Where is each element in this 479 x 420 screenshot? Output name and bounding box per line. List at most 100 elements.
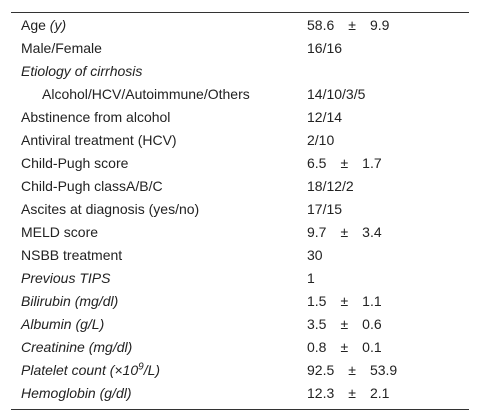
label-text: Age [21,17,46,33]
table-row: Creatinine (mg/dl) 0.8 ±0.1 [11,336,469,359]
row-label: Ascites at diagnosis (yes/no) [21,198,199,221]
value-text: 3.5 [307,316,327,332]
plus-minus: ± [348,17,356,33]
row-label: Child-Pugh classA/B/C [21,175,163,198]
value-text: 12.3 [307,385,335,401]
label-text: NSBB treatment [21,247,123,263]
value-text: 17/15 [307,201,343,217]
table-row: NSBB treatment 30 [11,244,469,267]
row-label: Abstinence from alcohol [21,106,170,129]
table-row: MELD score 9.7 ±3.4 [11,221,469,244]
label-text: Child-Pugh classA/B/C [21,178,163,194]
row-label: Antiviral treatment (HCV) [21,129,177,152]
row-label: Creatinine (mg/dl) [21,336,132,359]
plus-minus: ± [348,362,356,378]
table-row: Male/Female 16/16 [11,37,469,60]
table-row: Alcohol/HCV/Autoimmune/Others 14/10/3/5 [11,83,469,106]
row-value: 12/14 [307,106,342,129]
value-text: 14/10/3/5 [307,86,366,102]
value-text: 0.8 [307,339,327,355]
label-text: Child-Pugh score [21,155,129,171]
value-text: 1.7 [362,155,382,171]
row-value: 18/12/2 [307,175,354,198]
row-label: Age (y) [21,14,66,37]
row-label: Platelet count (×109/L) [21,359,160,382]
label-text: Etiology of cirrhosis [21,63,143,79]
row-label: MELD score [21,221,98,244]
row-label: NSBB treatment [21,244,122,267]
plus-minus: ± [340,339,349,355]
row-value: 92.5 ±53.9 [307,359,397,382]
table-row: Child-Pugh score 6.5 ±1.7 [11,152,469,175]
row-label: Albumin (g/L) [21,313,104,336]
label-text: Ascites at diagnosis (yes/no) [21,201,200,217]
row-label: Child-Pugh score [21,152,128,175]
table-row: Antiviral treatment (HCV) 2/10 [11,129,469,152]
table-row: Abstinence from alcohol 12/14 [11,106,469,129]
plus-minus: ± [348,385,356,401]
value-text: 1 [307,270,315,286]
label-text: Albumin (g/L) [21,316,105,332]
row-value: 14/10/3/5 [307,83,365,106]
value-text: 2/10 [307,132,335,148]
row-label: Hemoglobin (g/dl) [21,382,132,405]
value-text: 12/14 [307,109,343,125]
label-text: Hemoglobin (g/dl) [21,385,132,401]
row-label: Alcohol/HCV/Autoimmune/Others [42,83,250,106]
value-text: 58.6 [307,17,335,33]
table-row: Bilirubin (mg/dl) 1.5 ±1.1 [11,290,469,313]
label-text: /L) [143,362,161,378]
value-text: 0.6 [362,316,382,332]
label-text: Abstinence from alcohol [21,109,171,125]
label-text: Creatinine (mg/dl) [21,339,133,355]
label-text: Platelet count (×10 [21,362,139,378]
plus-minus: ± [340,316,349,332]
label-text: Previous TIPS [21,270,111,286]
label-text: 9 [138,361,144,373]
plus-minus: ± [340,224,349,240]
value-text: 30 [307,247,323,263]
row-label: Bilirubin (mg/dl) [21,290,118,313]
plus-minus: ± [340,155,349,171]
value-text: 18/12/2 [307,178,354,194]
row-value: 6.5 ±1.7 [307,152,382,175]
row-value: 16/16 [307,37,342,60]
value-text: 6.5 [307,155,327,171]
plus-minus: ± [340,293,349,309]
row-value: 0.8 ±0.1 [307,336,382,359]
row-label: Etiology of cirrhosis [21,60,142,83]
value-text: 92.5 [307,362,335,378]
row-value: 58.6 ±9.9 [307,14,389,37]
row-value: 2/10 [307,129,334,152]
value-text: 3.4 [362,224,382,240]
label-text: Antiviral treatment (HCV) [21,132,177,148]
table-row: Previous TIPS 1 [11,267,469,290]
row-value: 9.7 ±3.4 [307,221,382,244]
row-label: Previous TIPS [21,267,110,290]
label-text: Male/Female [21,40,102,56]
row-value: 1.5 ±1.1 [307,290,382,313]
row-value: 1 [307,267,315,290]
table-row: Hemoglobin (g/dl) 12.3 ±2.1 [11,382,469,405]
row-label: Male/Female [21,37,102,60]
value-text: 9.7 [307,224,327,240]
value-text: 2.1 [369,385,390,401]
label-text: MELD score [21,224,99,240]
value-text: 1.5 [307,293,327,309]
label-text: Alcohol/HCV/Autoimmune/Others [42,86,250,102]
value-text: 53.9 [369,362,398,378]
value-text: 0.1 [362,339,382,355]
table: Age (y) 58.6 ±9.9 Male/Female 16/16 Etiology … [11,12,469,410]
row-value: 30 [307,244,323,267]
value-text: 9.9 [369,17,390,33]
table-row: Etiology of cirrhosis [11,60,469,83]
table-row: Child-Pugh classA/B/C 18/12/2 [11,175,469,198]
value-text: 1.1 [362,293,382,309]
table-row: Age (y) 58.6 ±9.9 [11,14,469,37]
row-value: 12.3 ±2.1 [307,382,389,405]
table-row: Platelet count (×109/L) 92.5 ±53.9 [11,359,469,382]
value-text: 16/16 [307,40,343,56]
row-value: 17/15 [307,198,342,221]
label-text: (y) [45,17,67,33]
